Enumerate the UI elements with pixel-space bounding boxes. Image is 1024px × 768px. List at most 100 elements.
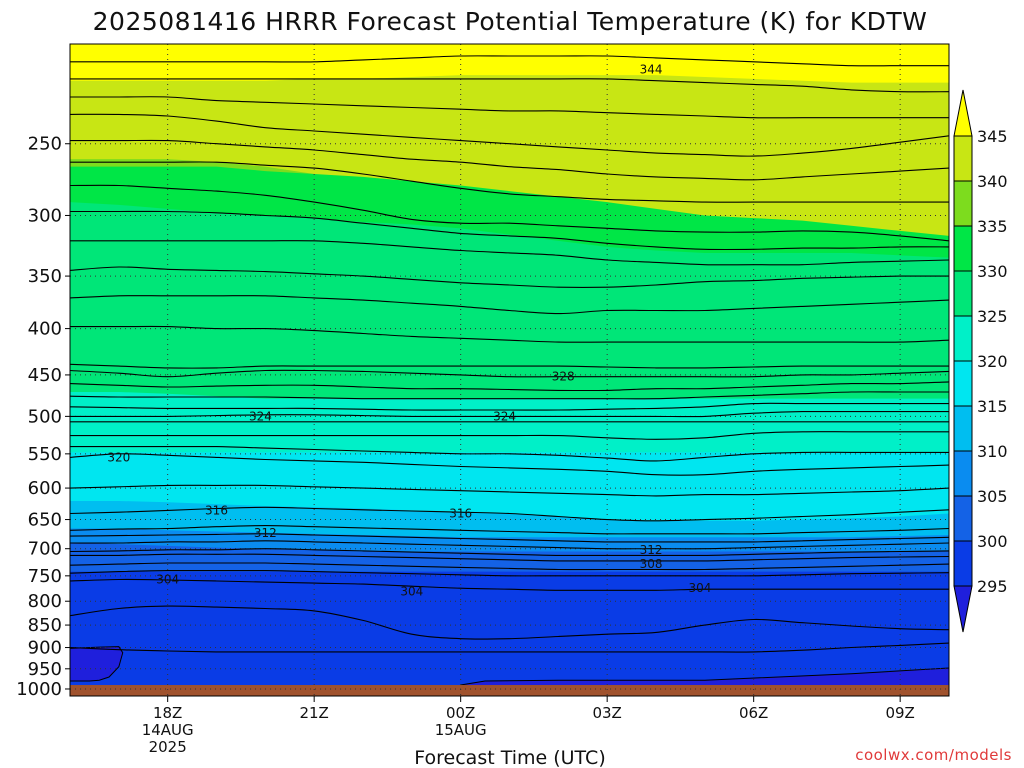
contour-16 [70,391,949,400]
contour-23 [70,484,949,497]
cold-pool-0 [70,646,124,682]
contour-28 [70,548,949,557]
contour-label-text: 304 [156,572,179,586]
contour-33 [70,605,949,640]
contour-3 [70,96,949,119]
contour-17 [70,402,949,411]
contour-label-text: 304 [688,581,711,595]
x-tick-label: 14AUG [142,721,194,739]
ground-rect [70,685,949,696]
contour-1 [70,55,949,67]
contour-27 [70,540,949,550]
y-tick-label: 950 [28,659,62,680]
contour-label-text: 308 [640,557,663,571]
colorbar-segment [953,495,973,542]
y-tick-label: 450 [28,365,62,386]
colorbar-tick-label: 345 [977,127,1008,146]
colorbar-segment [953,450,973,497]
colorbar-tick-label: 340 [977,172,1008,191]
y-tick-label: 1000 [16,679,62,700]
contour-label-11: 304 [400,584,423,598]
contour-4 [70,113,949,157]
contour-26 [70,533,949,543]
y-tick-label: 750 [28,566,62,587]
colorbar-segment [953,405,973,452]
contour-label-text: 320 [107,450,130,464]
colorbar-tick-label: 325 [977,307,1008,326]
contour-label-2: 324 [249,409,272,423]
contour-24 [70,506,949,522]
contour-8 [70,210,949,251]
contour-13 [70,363,949,369]
x-tick-label: 09Z [885,704,914,722]
contour-label-9: 308 [640,557,663,571]
colorbar-tick-label: 310 [977,442,1008,461]
x-tick-label: 2025 [149,738,187,756]
colorbar-tick-label: 330 [977,262,1008,281]
colorbar-segment [953,315,973,362]
contour-label-text: 316 [205,503,228,517]
colorbar-tick-label: 300 [977,532,1008,551]
chart-title: 2025081416 HRRR Forecast Potential Tempe… [93,7,928,36]
contour-30 [70,562,949,571]
colorbar-segment [953,540,973,587]
colorbar-tick-label: 295 [977,577,1008,596]
contour-22 [70,453,949,476]
contour-label-text: 312 [640,543,663,557]
contour-label-text: 324 [493,409,516,423]
colorbar-tick-label: 320 [977,352,1008,371]
contour-label-text: 344 [640,63,663,77]
contour-label-10: 304 [156,572,179,586]
contour-9 [70,240,949,266]
contour-15 [70,381,949,392]
contour-25 [70,525,949,535]
contour-29 [70,553,949,562]
contour-label-6: 316 [449,506,472,520]
y-tick-label: 900 [28,638,62,659]
colorbar-bottom-arrow [953,585,973,633]
colorbar-tick-label: 335 [977,217,1008,236]
contour-11 [70,295,949,315]
y-tick-label: 600 [28,478,62,499]
contour-10 [70,266,949,288]
y-tick-label: 550 [28,444,62,465]
contour-label-text: 312 [254,526,277,540]
contour-label-12: 304 [688,581,711,595]
contour-label-text: 324 [249,409,272,423]
y-tick-label: 800 [28,591,62,612]
x-tick-label: 06Z [739,704,768,722]
contour-label-4: 320 [107,450,130,464]
colorbar-segment [953,270,973,317]
contour-5 [70,139,949,181]
contour-14 [70,369,949,378]
contour-32 [70,578,949,591]
credit-text: coolwx.com/models [855,746,1012,764]
contour-label-text: 316 [449,506,472,520]
contour-20 [70,431,949,440]
colorbar-segment [953,180,973,227]
y-axis: 2503003504004505005506006507007508008509… [16,134,70,700]
contour-6 [70,161,949,203]
colorbar-segment [953,360,973,407]
y-tick-label: 400 [28,319,62,340]
contour-lines [70,44,949,653]
y-tick-label: 250 [28,134,62,155]
contour-18 [70,410,949,418]
x-tick-label: 00Z [446,704,475,722]
colorbar: 345 340 335 330 325 320 315 310 305 300 295 [953,89,1008,633]
x-axis-label: Forecast Time (UTC) [414,747,605,768]
contour-21 [70,445,949,462]
contour-34 [70,642,949,653]
contour-label-1: 328 [552,370,575,384]
contour-7 [70,184,949,242]
plot-frame [69,43,950,697]
x-tick-label: 03Z [592,704,621,722]
contour-label-3: 324 [493,409,516,423]
y-tick-label: 300 [28,205,62,226]
contour-label-0: 344 [640,63,663,77]
band-10 [70,571,949,696]
colorbar-tick-label: 305 [977,487,1008,506]
